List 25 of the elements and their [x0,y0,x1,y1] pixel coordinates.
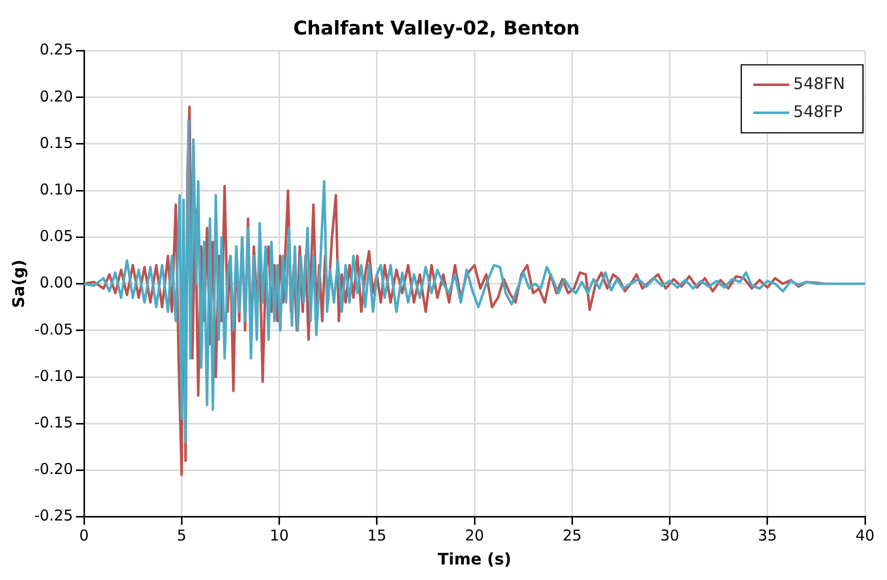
legend-label: 548FN [793,74,846,93]
y-tick-label: 0.20 [40,87,74,106]
y-tick-label: 0.00 [40,274,74,292]
y-tick-label: 0.25 [40,40,74,59]
x-tick-label: 30 [660,526,680,545]
chart-title: Chalfant Valley-02, Benton [293,17,580,40]
x-tick-label: 5 [176,526,186,545]
x-tick-label: 20 [464,526,484,545]
x-tick-label: 10 [270,526,289,545]
x-tick-label: 40 [855,526,875,545]
y-tick-label: 0.15 [40,134,74,152]
y-tick-label: -0.05 [34,320,74,338]
x-tick-label: 0 [79,526,89,545]
x-tick-label: 15 [367,526,386,545]
y-tick-label: -0.20 [34,460,74,478]
y-tick-label: -0.15 [34,413,74,432]
y-axis-title: Sa(g) [8,260,28,308]
x-tick-label: 35 [758,526,777,545]
y-tick-label: 0.05 [40,227,74,246]
y-tick-label: 0.10 [40,180,74,198]
y-tick-label: -0.25 [34,506,74,525]
x-axis-title: Time (s) [438,550,512,569]
x-tick-label: 25 [562,526,582,545]
y-tick-label: -0.10 [34,366,74,385]
legend-label: 548FP [793,102,844,121]
